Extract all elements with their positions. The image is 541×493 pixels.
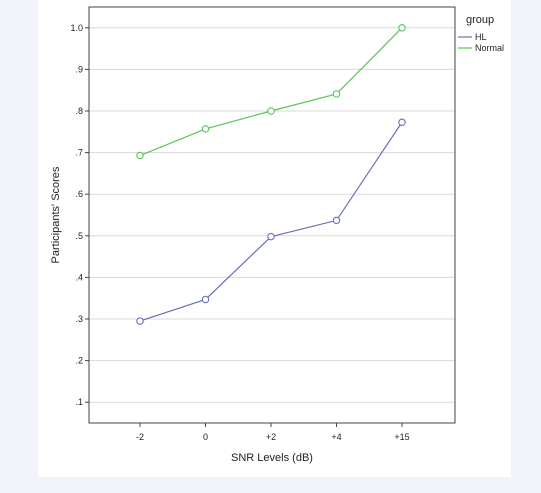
x-axis: -2 0 +2 +4 +15 — [136, 423, 410, 442]
series-points — [136, 24, 406, 325]
x-tick-label: +15 — [394, 432, 409, 442]
y-tick-label: .2 — [75, 356, 83, 366]
legend-item-label: HL — [475, 32, 487, 42]
data-point — [398, 118, 406, 126]
data-point — [267, 107, 275, 115]
y-tick-label: .3 — [75, 314, 83, 324]
y-axis: .1 .2 .3 .4 .5 .6 .7 .8 .9 1.0 — [70, 23, 89, 407]
plot-area-border — [88, 6, 456, 424]
data-point — [201, 295, 210, 304]
y-tick-label: .9 — [75, 64, 83, 74]
y-axis-title: Participants' Scores — [50, 166, 62, 263]
y-tick-label: .7 — [75, 148, 83, 158]
x-axis-title: SNR Levels (dB) — [231, 452, 313, 464]
x-tick-label: 0 — [203, 432, 208, 442]
y-tick-label: .5 — [75, 231, 83, 241]
data-point — [332, 216, 341, 225]
series-line — [139, 121, 403, 322]
x-tick-label: +2 — [266, 432, 276, 442]
y-tick-label: .1 — [75, 397, 83, 407]
y-tick-label: .8 — [75, 106, 83, 116]
data-point — [201, 125, 210, 133]
series-line — [139, 27, 403, 157]
data-point — [136, 151, 144, 160]
grid — [89, 27, 455, 403]
data-point — [136, 317, 144, 325]
y-tick-label: 1.0 — [70, 23, 83, 33]
data-point — [398, 24, 406, 32]
y-tick-label: .4 — [75, 272, 83, 282]
x-tick-label: +4 — [331, 432, 341, 442]
y-tick-label: .6 — [75, 189, 83, 199]
legend-title: group — [466, 14, 494, 26]
chart-frame — [38, 0, 511, 477]
x-tick-label: -2 — [136, 432, 144, 442]
data-point — [267, 232, 275, 241]
data-point — [332, 90, 341, 98]
legend-item-label: Normal — [475, 43, 504, 53]
